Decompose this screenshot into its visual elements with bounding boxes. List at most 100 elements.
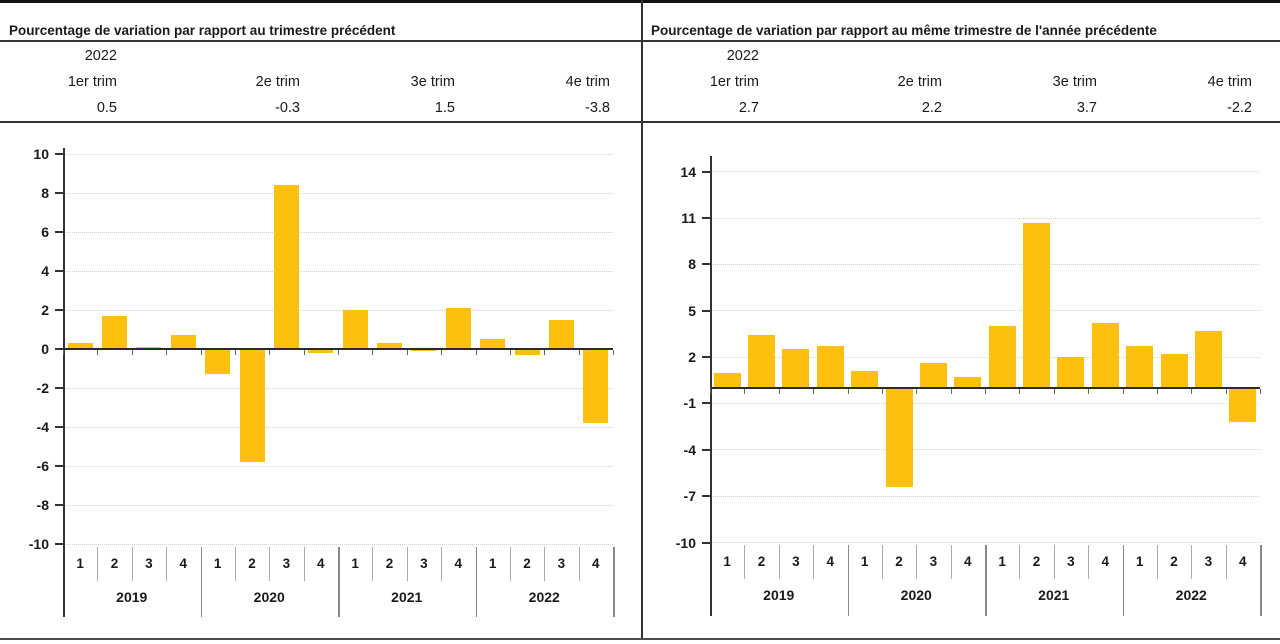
y-gridline [63,504,613,506]
year-label: 2020 [253,589,285,605]
quarter-separator [916,545,918,579]
x-tick-label: 1 [860,554,869,569]
x-axis-tick [813,389,815,394]
header-quarter-label: 3e trim [1052,74,1097,90]
bar [342,310,368,349]
x-axis-tick [1122,389,1124,394]
header-value: 3.7 [1076,100,1097,116]
x-tick-label: 3 [145,556,153,571]
bar [480,339,506,349]
year-separator [985,545,987,616]
x-axis-tick [847,389,849,394]
x-axis-zero-line [63,348,613,350]
quarter-separator [441,547,443,581]
bar [239,349,265,463]
panel-title: Pourcentage de variation par rapport au … [651,23,1157,39]
y-axis-tick [702,356,710,359]
y-axis-line [63,148,65,617]
header-year: 2022 [726,48,759,64]
quarter-separator [881,545,883,579]
x-axis-zero-line [710,387,1260,389]
quarter-separator [97,547,99,581]
quarter-separator [131,547,133,581]
x-axis-tick [1260,389,1261,394]
bar [445,308,471,349]
y-gridline [63,153,613,155]
x-tick-label: 4 [317,556,325,571]
panel-title: Pourcentage de variation par rapport au … [9,23,396,39]
x-tick-label: 1 [213,556,222,571]
x-tick-label: 4 [826,554,835,569]
y-axis-label: -7 [683,488,696,505]
y-axis-tick [55,387,63,389]
quarter-separator [813,545,815,579]
x-tick-label: 3 [792,554,800,569]
x-axis-tick [441,350,443,355]
bottom-border [0,638,1280,640]
bar [1160,354,1188,388]
x-axis-tick [234,350,236,355]
bar [102,315,128,349]
header-table: 2022 1er trim 2e trim 3e trim 4e trim 0.… [0,43,641,121]
x-tick-label: 2 [895,554,903,569]
bar [919,363,947,388]
x-tick-label: 1 [723,554,731,569]
x-axis-tick [303,350,305,355]
y-gridline [710,449,1260,451]
y-axis-tick [55,153,63,155]
y-axis-tick [55,426,63,428]
quarter-separator [303,547,305,581]
panel-divider [641,0,643,638]
x-axis-tick [1225,389,1227,394]
x-tick-label: 3 [557,556,566,571]
header-value: 2.2 [921,100,942,116]
quarter-separator [1191,545,1193,579]
x-axis-tick [200,350,202,355]
y-gridline [710,263,1260,265]
y-axis-tick [55,543,63,545]
x-tick-label: 3 [420,556,428,571]
x-tick-label: 1 [998,554,1006,569]
y-axis-line [710,156,712,616]
x-axis-tick [63,350,64,355]
bar [816,346,844,388]
header-quarter-label: 1er trim [67,74,117,90]
header-table: 2022 1er trim 2e trim 3e trim 4e trim 2.… [642,43,1280,121]
bar [851,371,879,388]
x-axis-tick [950,389,952,394]
y-axis-label: 10 [33,146,49,162]
x-axis-tick [613,350,614,355]
y-axis-label: 11 [681,210,696,227]
year-label: 2021 [1038,587,1070,603]
quarter-separator [372,547,374,581]
y-gridline [63,192,613,194]
quarter-separator [406,547,408,581]
x-tick-label: 4 [179,556,188,571]
x-tick-label: 2 [1170,554,1178,569]
y-axis-label: -4 [36,419,49,435]
rule-under-titles [0,40,1280,42]
y-gridline [710,310,1260,312]
y-axis-tick [702,448,710,451]
quarter-separator [578,547,580,581]
y-axis-label: -10 [675,534,696,551]
year-label: 2021 [391,589,423,605]
x-axis-tick [778,389,780,394]
bar [1091,323,1119,388]
y-axis-label: -8 [36,497,49,513]
bar [782,349,810,388]
bar [1194,330,1222,388]
bar [308,349,334,353]
header-value: -3.8 [585,100,610,116]
quarter-separator [778,545,780,579]
y-gridline [63,309,613,311]
header-quarter-label: 4e trim [565,74,610,90]
x-axis-tick [1191,389,1193,394]
x-axis-tick [544,350,546,355]
x-axis-tick [985,389,986,394]
y-gridline [63,426,613,428]
year-separator [475,547,477,617]
header-value: 1.5 [434,100,455,116]
quarter-separator [544,547,546,581]
